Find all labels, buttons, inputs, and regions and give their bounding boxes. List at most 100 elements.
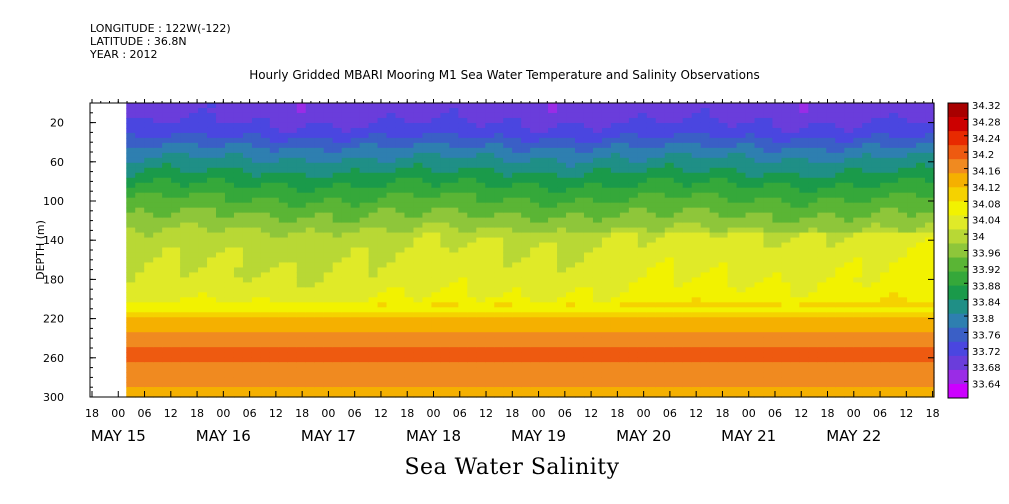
heatmap-cell	[664, 132, 675, 139]
heatmap-cell	[817, 272, 827, 278]
heatmap-cell	[557, 152, 567, 159]
heatmap-cell	[386, 112, 397, 119]
heatmap-cell	[189, 242, 199, 249]
heatmap-cell	[189, 177, 199, 184]
heatmap-cell	[664, 317, 675, 323]
heatmap-cell	[664, 112, 675, 119]
heatmap-cell	[691, 187, 702, 194]
heatmap-cell	[745, 312, 756, 318]
heatmap-cell	[198, 362, 208, 368]
heatmap-cell	[377, 122, 388, 129]
heatmap-cell	[610, 312, 621, 318]
heatmap-cell	[269, 227, 280, 234]
heatmap-cell	[189, 132, 199, 139]
heatmap-cell	[539, 137, 549, 144]
heatmap-cell	[485, 162, 495, 169]
heatmap-cell	[467, 207, 477, 214]
heatmap-cell	[628, 367, 639, 373]
heatmap-cell	[135, 112, 145, 119]
heatmap-cell	[637, 127, 648, 134]
heatmap-cell	[817, 103, 827, 109]
heatmap-cell	[808, 207, 818, 214]
heatmap-cell	[395, 267, 406, 274]
heatmap-cell	[583, 252, 594, 259]
heatmap-cell	[512, 272, 522, 278]
heatmap-cell	[189, 232, 199, 239]
heatmap-cell	[512, 182, 522, 189]
heatmap-cell	[449, 242, 459, 249]
heatmap-cell	[880, 212, 890, 219]
heatmap-cell	[566, 242, 576, 249]
heatmap-cell	[862, 337, 872, 343]
heatmap-cell	[548, 377, 558, 383]
heatmap-cell	[862, 377, 872, 383]
heatmap-cell	[808, 317, 818, 323]
heatmap-cell	[503, 317, 513, 323]
heatmap-cell	[655, 267, 666, 274]
heatmap-cell	[664, 247, 675, 254]
heatmap-cell	[144, 307, 154, 313]
heatmap-cell	[413, 237, 424, 244]
heatmap-cell	[323, 307, 334, 313]
heatmap-cell	[709, 302, 720, 308]
heatmap-cell	[467, 142, 477, 149]
heatmap-cell	[871, 272, 881, 278]
heatmap-cell	[583, 197, 594, 204]
heatmap-cell	[566, 152, 576, 159]
heatmap-cell	[835, 352, 845, 358]
heatmap-cell	[404, 207, 415, 214]
heatmap-cell	[341, 172, 352, 179]
heatmap-cell	[467, 267, 477, 274]
heatmap-cell	[592, 322, 603, 328]
heatmap-cell	[664, 377, 675, 383]
heatmap-cell	[377, 302, 388, 308]
heatmap-cell	[377, 377, 388, 383]
heatmap-cell	[592, 297, 603, 303]
heatmap-cell	[557, 107, 567, 114]
heatmap-cell	[628, 257, 639, 264]
heatmap-cell	[377, 352, 388, 358]
heatmap-cell	[583, 103, 594, 109]
heatmap-cell	[664, 227, 675, 234]
heatmap-cell	[745, 117, 756, 124]
heatmap-cell	[449, 252, 459, 259]
heatmap-cell	[135, 382, 145, 388]
heatmap-cell	[745, 377, 756, 383]
heatmap-cell	[619, 182, 630, 189]
heatmap-cell	[781, 192, 791, 199]
heatmap-cell	[566, 177, 576, 184]
heatmap-cell	[171, 242, 181, 249]
heatmap-cell	[718, 307, 729, 313]
heatmap-cell	[126, 117, 136, 124]
heatmap-cell	[772, 182, 783, 189]
heatmap-cell	[808, 277, 818, 283]
heatmap-cell	[350, 332, 361, 338]
heatmap-cell	[377, 227, 388, 234]
heatmap-cell	[135, 282, 145, 288]
heatmap-cell	[844, 357, 854, 363]
heatmap-cell	[198, 307, 208, 313]
heatmap-cell	[233, 242, 244, 249]
heatmap-cell	[180, 212, 190, 219]
heatmap-cell	[790, 137, 800, 144]
heatmap-cell	[736, 292, 747, 298]
heatmap-cell	[449, 352, 459, 358]
heatmap-cell	[332, 332, 343, 338]
heatmap-cell	[566, 317, 576, 323]
heatmap-cell	[476, 192, 486, 199]
heatmap-cell	[485, 342, 495, 348]
heatmap-cell	[754, 317, 765, 323]
heatmap-cell	[260, 242, 271, 249]
heatmap-cell	[835, 162, 845, 169]
heatmap-cell	[341, 292, 352, 298]
heatmap-cell	[242, 132, 253, 139]
heatmap-cell	[628, 297, 639, 303]
heatmap-cell	[736, 212, 747, 219]
heatmap-cell	[233, 372, 244, 378]
heatmap-cell	[269, 352, 280, 358]
heatmap-cell	[754, 142, 765, 149]
heatmap-cell	[700, 167, 711, 174]
heatmap-cell	[826, 277, 836, 283]
heatmap-cell	[826, 247, 836, 254]
heatmap-cell	[287, 132, 298, 139]
